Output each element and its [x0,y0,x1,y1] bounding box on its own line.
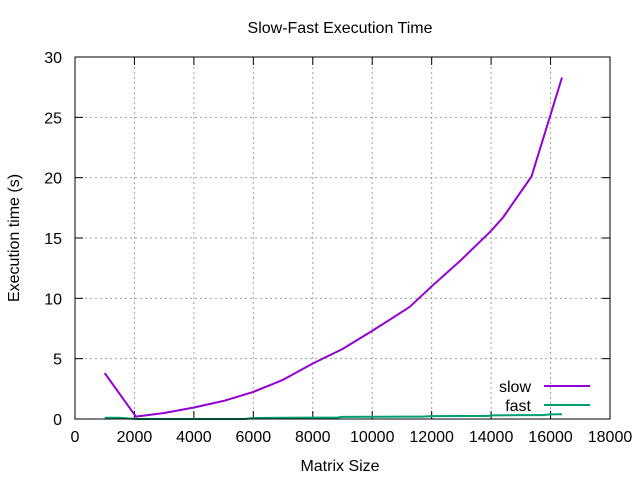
y-tick-label: 20 [44,171,62,188]
plot-series [103,77,563,420]
y-tick-label: 30 [44,50,62,67]
y-tick-label: 10 [44,291,62,308]
y-axis-label: Execution time (s) [6,174,23,302]
x-axis: 0 2000 4000 6000 8000 10000 12000 14000 16000 180… [71,57,633,446]
x-tick-label: 10000 [350,429,395,446]
x-tick-label: 16000 [528,429,573,446]
y-tick-label: 0 [53,412,62,429]
x-tick-label: 2000 [117,429,153,446]
x-tick-label: 14000 [469,429,514,446]
x-tick-label: 4000 [176,429,212,446]
y-tick-label: 15 [44,231,62,248]
legend: slow fast [499,379,590,415]
plot-frame [74,56,611,420]
x-tick-label: 6000 [236,429,272,446]
y-tick-label: 5 [53,352,62,369]
x-tick-label: 18000 [588,429,633,446]
legend-label-fast: fast [505,398,531,415]
series-line-slow [103,77,563,418]
x-tick-label: 0 [71,429,80,446]
x-tick-label: 12000 [409,429,454,446]
x-axis-label: Matrix Size [300,458,379,475]
chart-title: Slow-Fast Execution Time [248,20,433,37]
y-tick-label: 25 [44,110,62,127]
y-axis: 0 5 10 15 20 25 30 [44,50,610,429]
x-tick-label: 8000 [295,429,331,446]
series-line-fast [104,413,563,420]
grid-lines [75,57,610,419]
legend-label-slow: slow [499,379,531,396]
